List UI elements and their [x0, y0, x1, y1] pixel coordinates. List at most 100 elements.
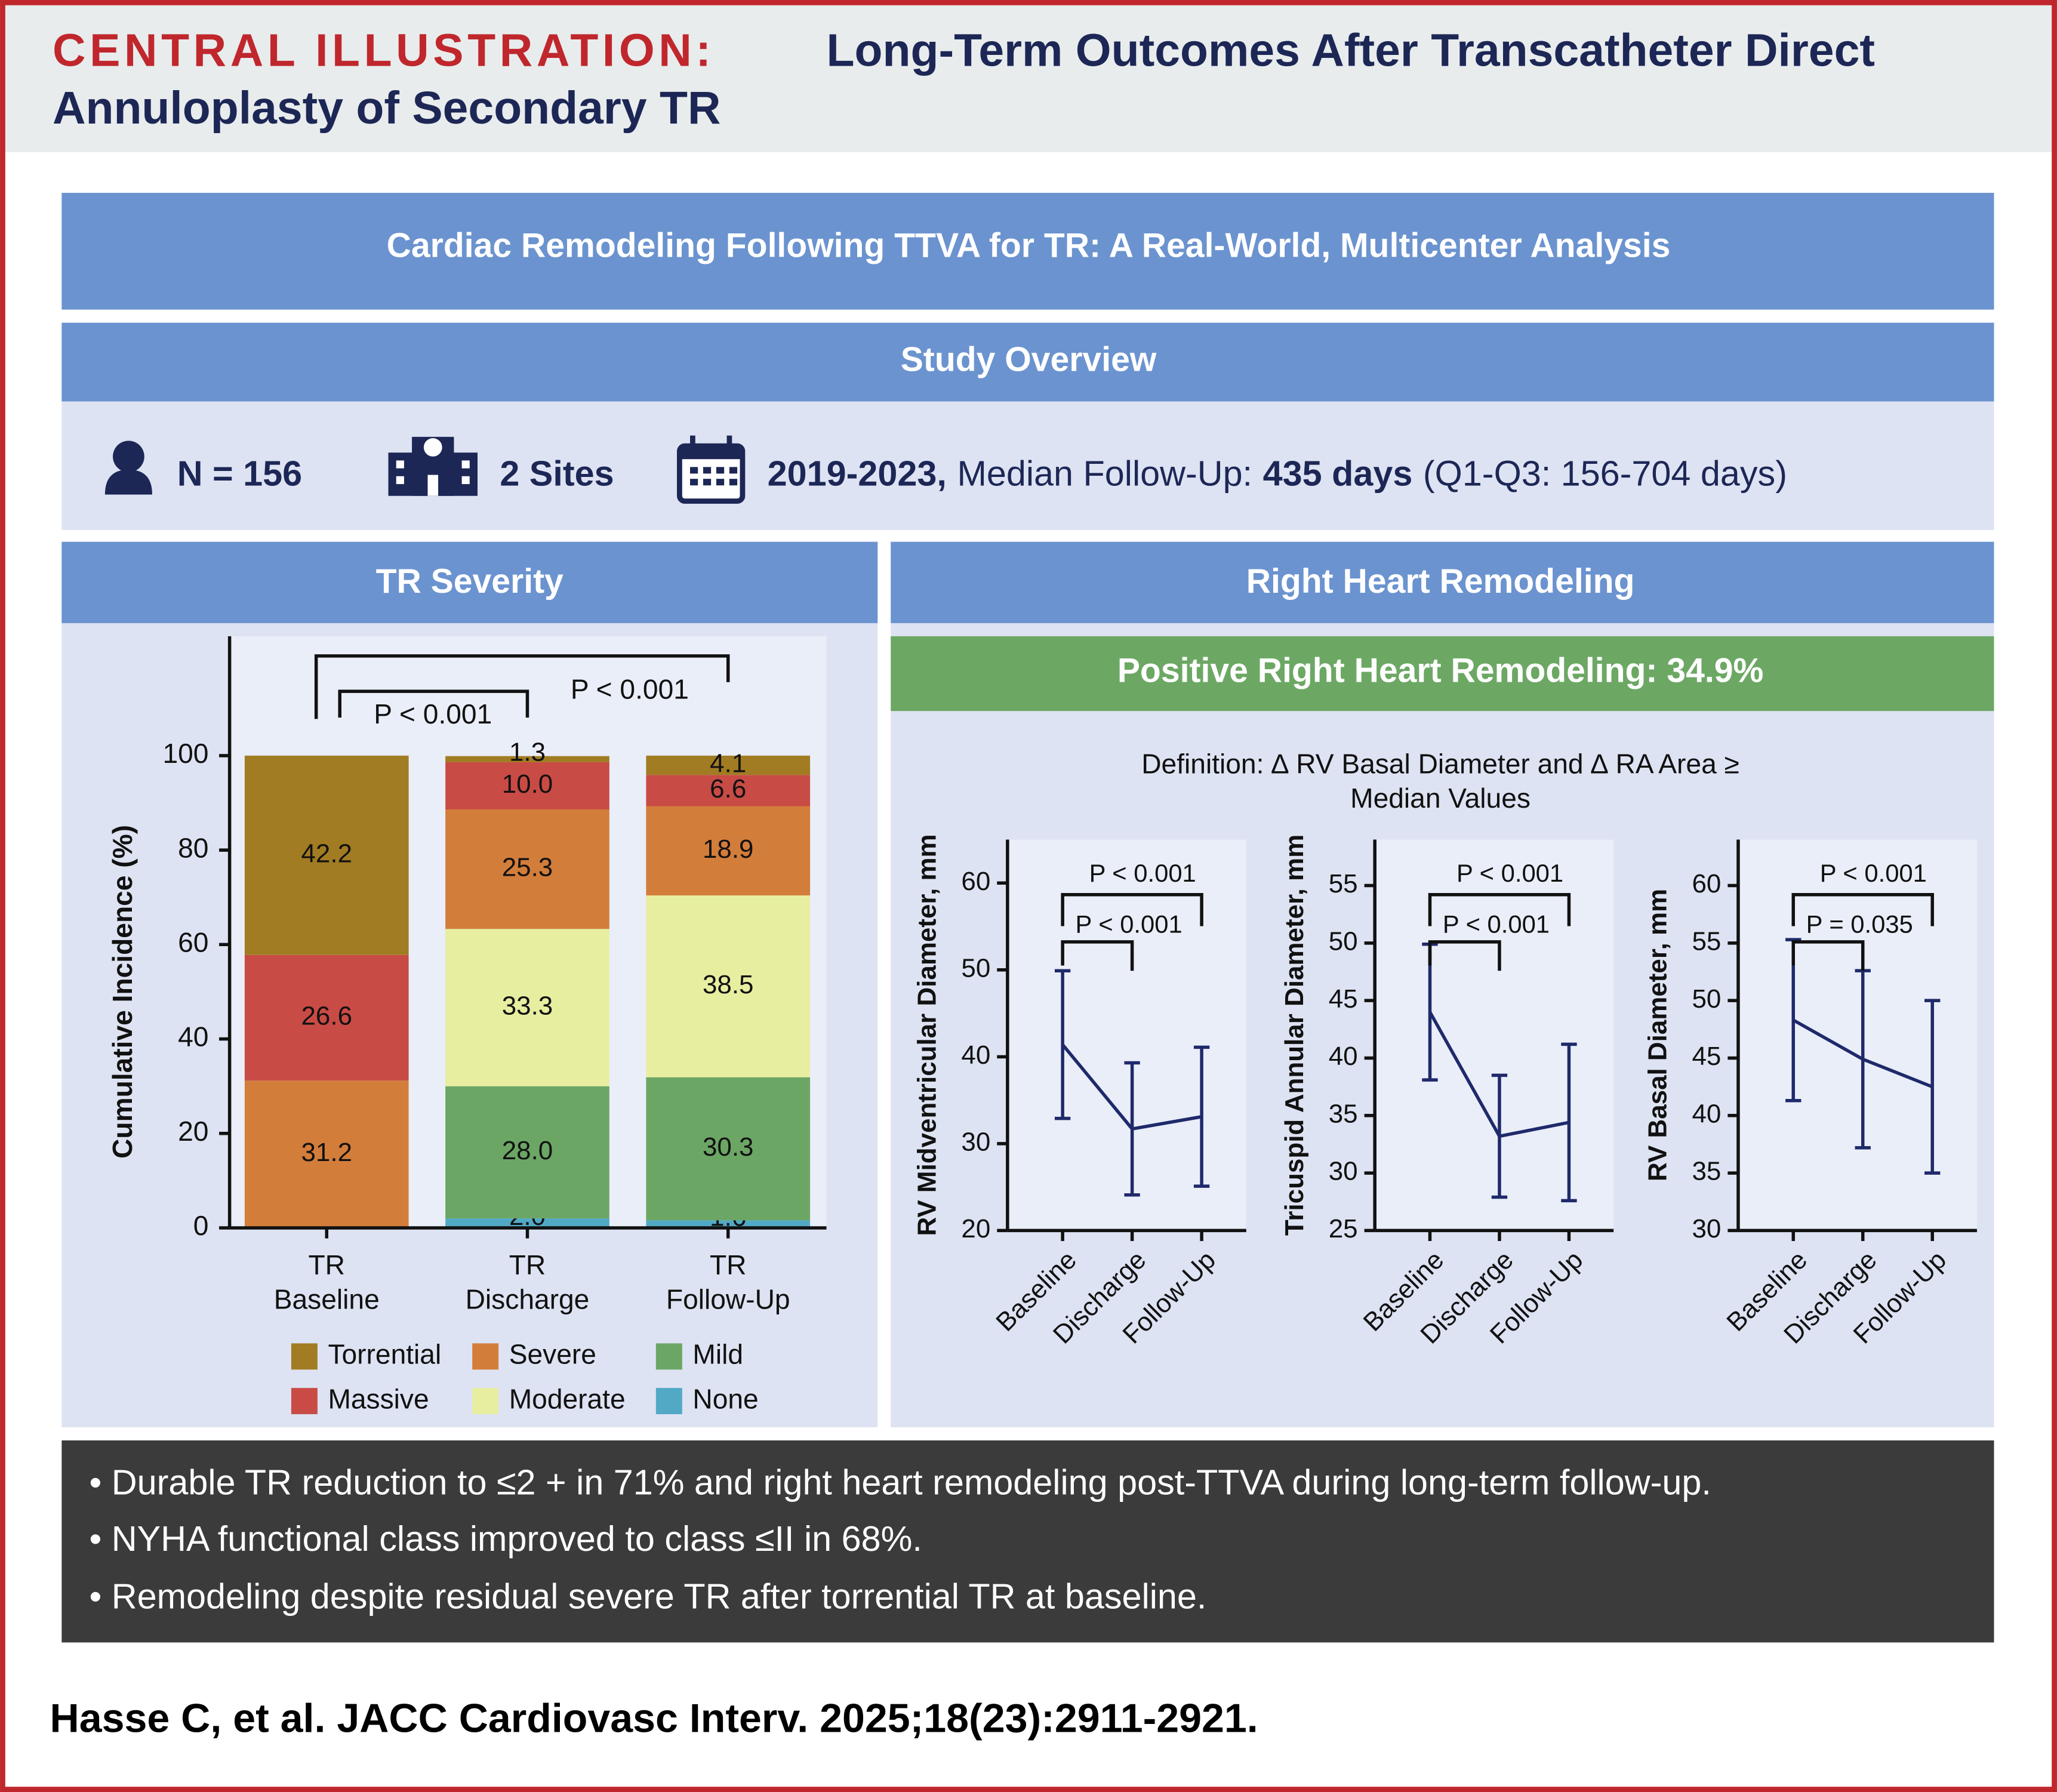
legend-label: None — [692, 1383, 758, 1414]
y-tick-label: 40 — [178, 1021, 208, 1052]
p-value: P < 0.001 — [1443, 910, 1550, 938]
data-label: 38.5 — [703, 970, 754, 999]
building-icon — [388, 436, 478, 496]
study-banner — [61, 193, 1994, 310]
bullet: • Durable TR reduction to ≤2 + in 71% an… — [89, 1462, 1711, 1502]
bar-segment — [445, 756, 609, 762]
legend-swatch — [291, 1343, 318, 1370]
bar-segment — [646, 1077, 811, 1221]
bar-segment — [646, 755, 811, 775]
y-tick-label: 30 — [1329, 1157, 1358, 1186]
y-tick-label: 40 — [1329, 1042, 1358, 1071]
error-bar — [1491, 1073, 1508, 1199]
y-tick-label: 40 — [961, 1040, 990, 1070]
bar-segment — [445, 929, 609, 1086]
y-tick-label: 60 — [178, 927, 208, 958]
y-tick-label: 0 — [193, 1210, 209, 1241]
data-label: 31.2 — [301, 1138, 352, 1167]
y-tick-label: 35 — [1692, 1157, 1721, 1186]
y-tick-label: 50 — [1329, 926, 1358, 956]
bar-segment — [244, 755, 409, 955]
calendar-icon — [677, 435, 746, 504]
p-value: P < 0.001 — [571, 673, 689, 704]
y-tick-label: 25 — [1329, 1214, 1358, 1243]
x-tick-label: TR — [509, 1249, 546, 1280]
sites: 2 Sites — [500, 453, 614, 493]
y-axis-label: RV Midventricular Diameter, mm — [913, 834, 942, 1236]
bar-segment — [445, 762, 609, 810]
overview-banner — [61, 322, 1994, 402]
legend-label: Mild — [692, 1339, 743, 1370]
positive-banner — [891, 636, 1994, 712]
summary-box — [61, 1440, 1994, 1643]
y-tick-label: 50 — [1692, 984, 1721, 1014]
y-tick-label: 60 — [961, 867, 990, 896]
data-label: 26.6 — [301, 1002, 352, 1031]
bar-segment — [445, 1086, 609, 1219]
definition: Definition: ∆ RV Basal Diameter and ∆ RA… — [1141, 749, 1739, 780]
n-count: N = 156 — [177, 453, 302, 493]
study-period: 2019-2023, Median Follow-Up: 435 days (Q1-Q… — [768, 453, 1787, 493]
legend-swatch — [472, 1388, 499, 1415]
header-label: CENTRAL ILLUSTRATION: — [53, 24, 715, 76]
data-label: 10.0 — [502, 769, 553, 799]
y-tick-label: 35 — [1329, 1099, 1358, 1128]
data-label: 6.6 — [710, 774, 746, 803]
legend-swatch — [472, 1343, 499, 1370]
data-label: 33.3 — [502, 992, 553, 1021]
legend-swatch — [655, 1388, 682, 1415]
data-label: 30.3 — [703, 1132, 754, 1162]
x-tick-label: TR — [710, 1249, 747, 1280]
header-band — [0, 0, 2057, 152]
error-bar — [1561, 1042, 1577, 1203]
legend-swatch — [291, 1388, 318, 1415]
overview-title: Study Overview — [901, 341, 1157, 379]
p-value: P < 0.001 — [374, 698, 492, 729]
error-bar — [1924, 999, 1941, 1175]
p-value: P < 0.001 — [1820, 859, 1927, 887]
data-label: 42.2 — [301, 839, 352, 868]
y-tick-label: 20 — [178, 1116, 208, 1147]
legend-label: Moderate — [509, 1383, 626, 1414]
y-tick-label: 50 — [961, 953, 990, 983]
remodeling-title: Right Heart Remodeling — [1246, 562, 1635, 601]
x-tick-label: TR — [308, 1249, 345, 1280]
header-title: Annuloplasty of Secondary TR — [53, 82, 721, 134]
y-tick-label: 55 — [1329, 869, 1358, 898]
data-label: 25.3 — [502, 853, 553, 882]
data-label: 18.9 — [703, 835, 754, 864]
bar-segment — [646, 775, 811, 806]
followup-label: Median Follow-Up: — [957, 453, 1252, 493]
y-tick-label: 30 — [961, 1127, 990, 1156]
bracket — [1791, 893, 1934, 926]
error-bar — [1054, 969, 1071, 1120]
severity-title: TR Severity — [376, 562, 564, 601]
overview-panel — [61, 401, 1994, 530]
bar-segment — [646, 895, 811, 1077]
p-value: P < 0.001 — [1456, 859, 1563, 887]
p-value: P < 0.001 — [1076, 910, 1183, 938]
y-tick-label: 45 — [1692, 1042, 1721, 1071]
bar-segment — [445, 1218, 609, 1228]
period: 2019-2023, — [768, 453, 947, 493]
bracket — [1428, 893, 1571, 926]
bracket — [1061, 893, 1203, 926]
bar-segment — [646, 1220, 811, 1228]
study-title: Cardiac Remodeling Following TTVA for TR… — [387, 226, 1671, 264]
y-tick-label: 45 — [1329, 984, 1358, 1014]
bracket — [1428, 940, 1501, 971]
legend-label: Severe — [509, 1339, 596, 1370]
error-bar — [1124, 1061, 1140, 1197]
y-axis-label: Cumulative Incidence (%) — [107, 825, 138, 1159]
header-title: Long-Term Outcomes After Transcatheter D… — [827, 24, 1875, 76]
y-axis-label: RV Basal Diameter, mm — [1643, 889, 1673, 1181]
x-tick-label: Baseline — [274, 1283, 380, 1314]
x-tick-label: Follow-Up — [666, 1283, 790, 1314]
plot-background — [1738, 839, 1977, 1231]
remodeling-banner — [891, 541, 1994, 623]
severity-banner — [61, 541, 878, 623]
legend-label: Massive — [328, 1383, 429, 1414]
positive-remodeling: Positive Right Heart Remodeling: 34.9% — [1117, 651, 1763, 689]
